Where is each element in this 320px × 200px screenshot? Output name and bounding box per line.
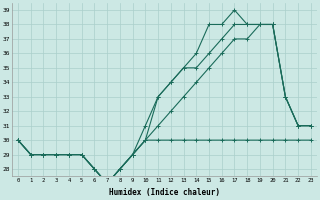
X-axis label: Humidex (Indice chaleur): Humidex (Indice chaleur) (109, 188, 220, 197)
